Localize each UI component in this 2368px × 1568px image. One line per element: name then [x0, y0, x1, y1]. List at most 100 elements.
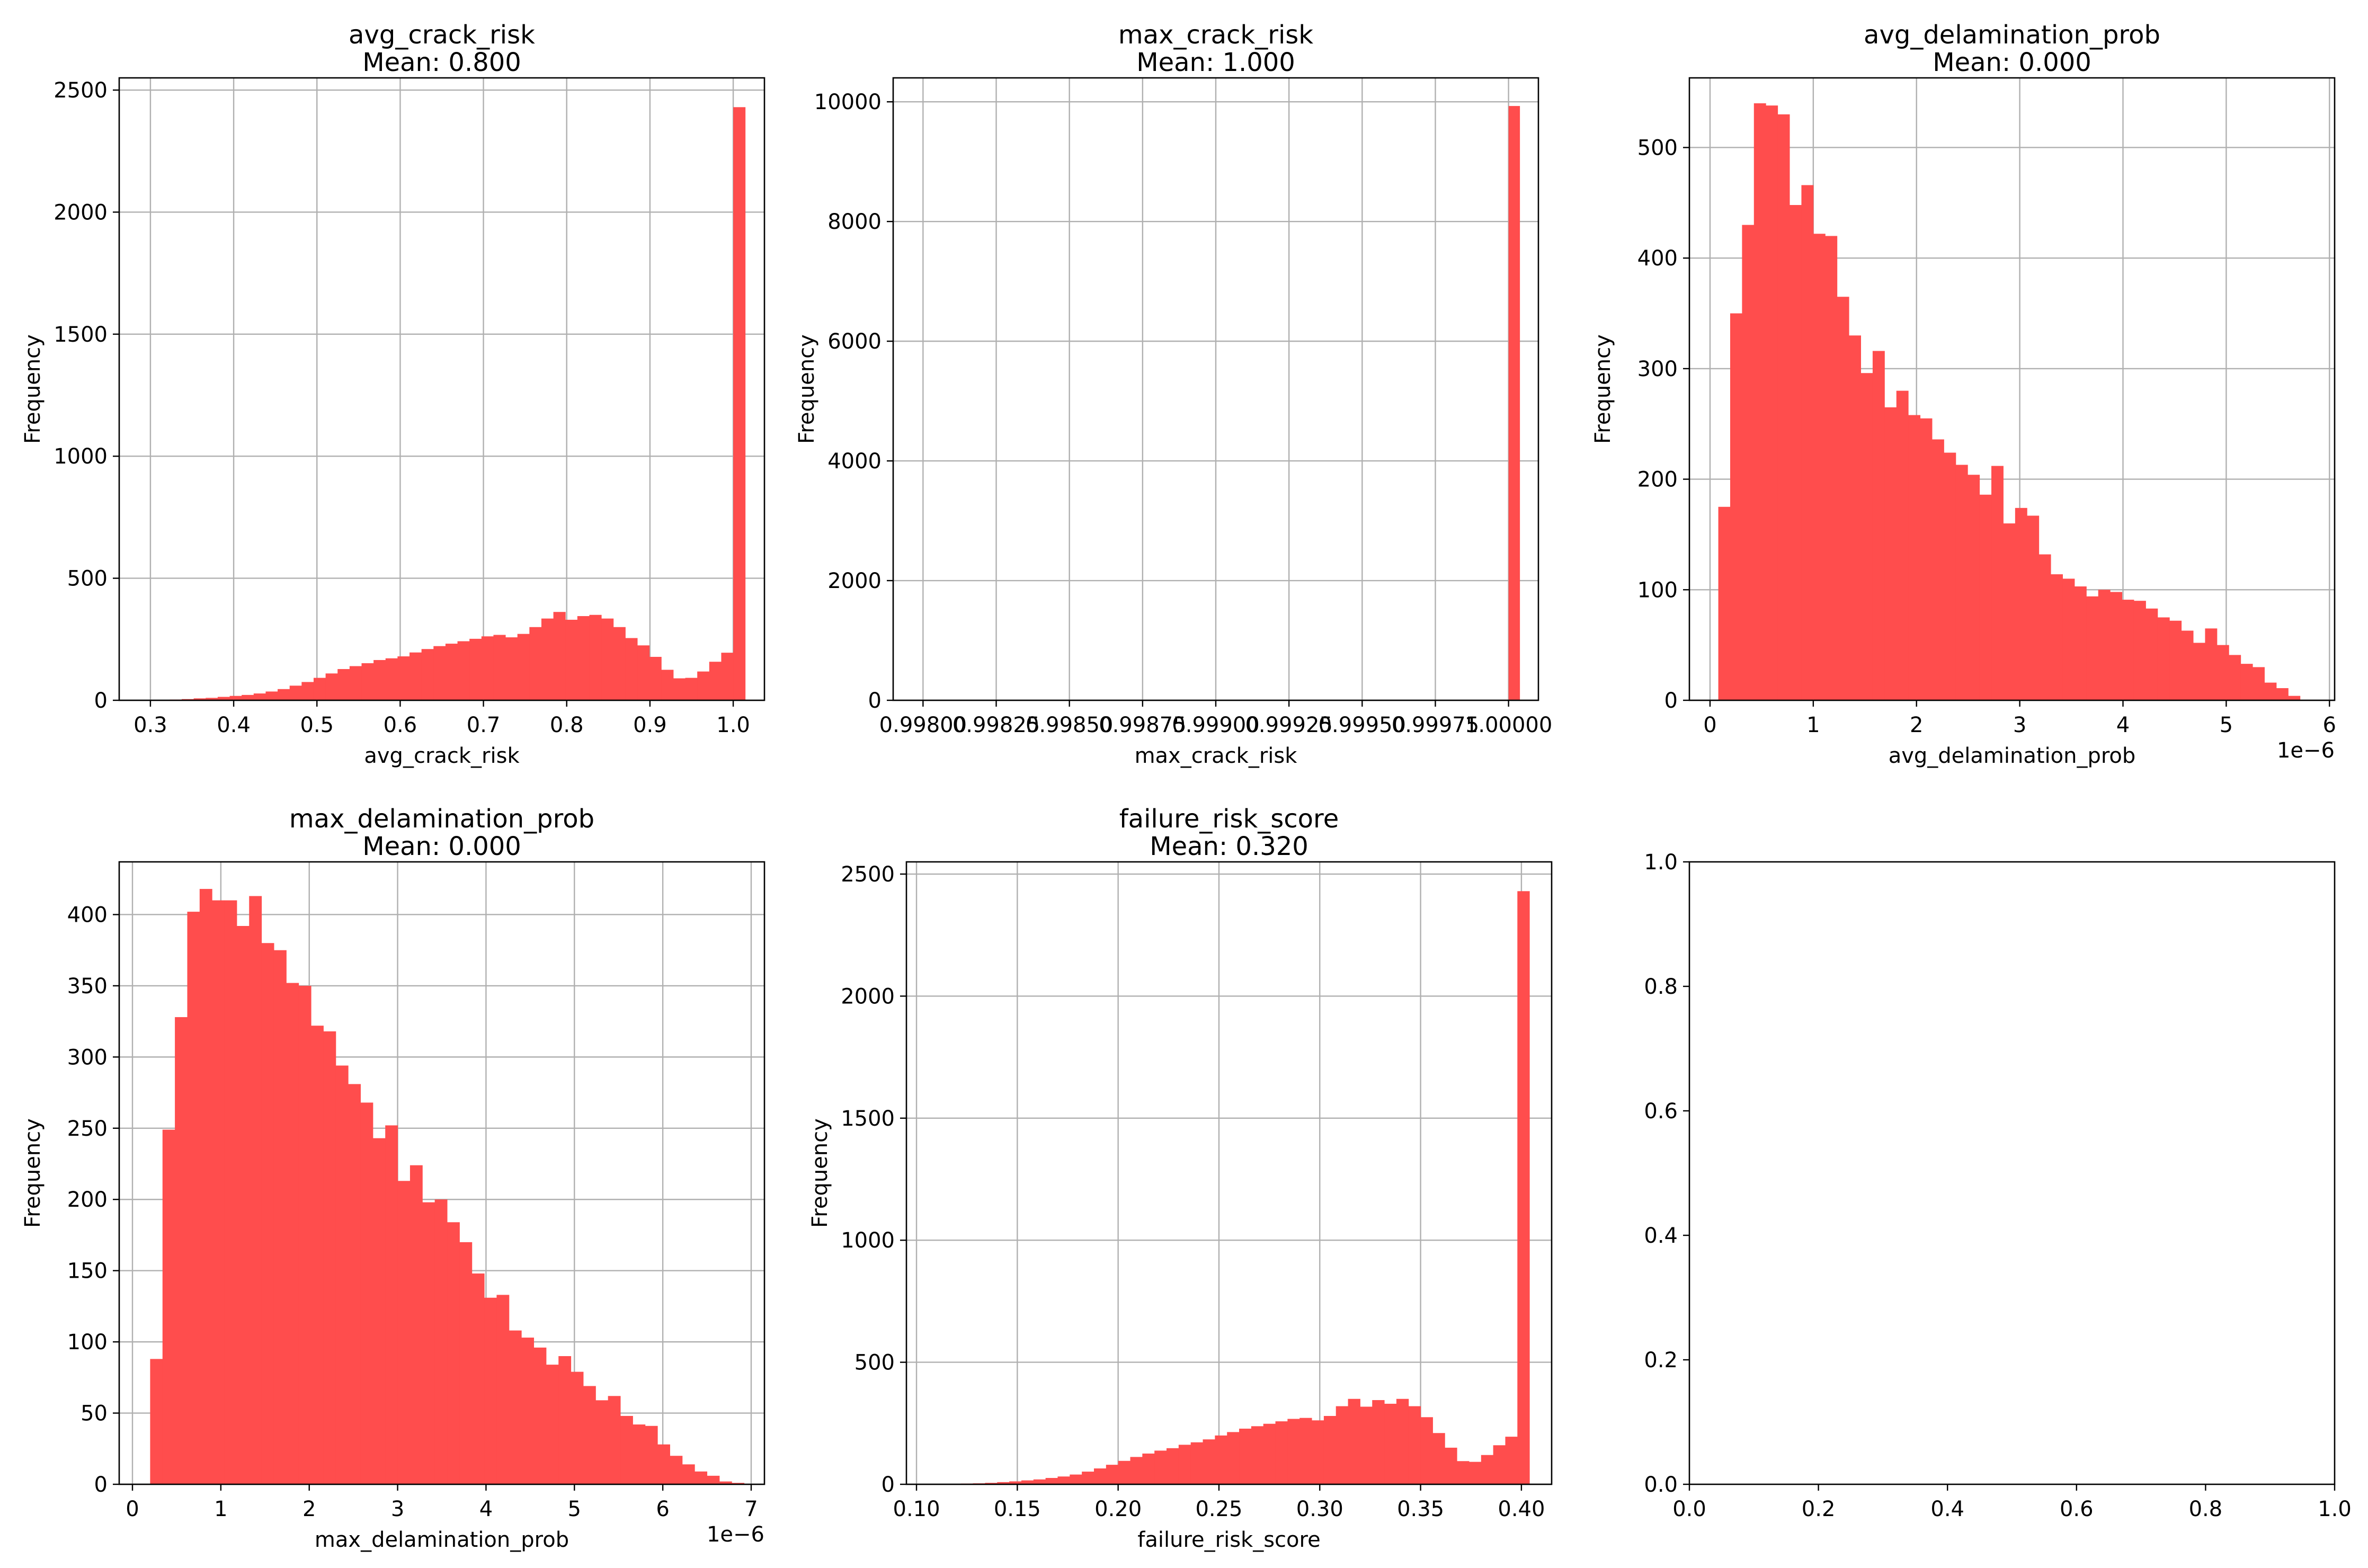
histogram-bar [1070, 1474, 1082, 1484]
y-tick-label: 400 [1637, 246, 1678, 271]
histogram-bar [709, 662, 722, 700]
x-tick-label: 0.4 [1930, 1497, 1964, 1521]
histogram-bar [558, 1356, 572, 1484]
histogram-bar [1481, 1455, 1494, 1484]
y-tick-label: 300 [67, 1045, 108, 1070]
y-tick-label: 0.2 [1644, 1348, 1678, 1373]
histogram-bar [1742, 225, 1755, 700]
y-tick-label: 0 [94, 1473, 108, 1497]
histogram-bar [289, 685, 302, 700]
histogram-bar [447, 1222, 460, 1484]
x-tick-label: 0.99900 [1172, 713, 1259, 737]
y-tick-label: 200 [67, 1188, 108, 1212]
y-axis-label: Frequency [808, 1118, 832, 1228]
histogram-bar [373, 660, 386, 700]
histogram-bar [2240, 664, 2253, 700]
histogram-bar [589, 614, 602, 700]
histogram-bar [298, 985, 311, 1484]
histogram-bar [325, 673, 338, 700]
x-tick-label: 6 [2323, 713, 2336, 737]
chart-panel: 0 1 2 3 4 5 6 7 0 50 100 150 200 250 300 350 400 max_dela… [21, 804, 765, 1552]
histogram-bar [1718, 506, 1731, 700]
x-tick-label: 0.99850 [1026, 713, 1113, 737]
x-tick-label: 0.35 [1397, 1497, 1444, 1521]
histogram-bar [1872, 351, 1885, 700]
x-tick-label: 0.15 [994, 1497, 1041, 1521]
chart-title: max_crack_risk [1118, 20, 1313, 50]
y-tick-label: 1500 [841, 1107, 895, 1131]
y-tick-label: 50 [81, 1402, 108, 1426]
y-tick-label: 1000 [841, 1228, 895, 1253]
histogram-bar [1884, 407, 1897, 700]
x-tick-label: 5 [2220, 713, 2233, 737]
histogram-bar [529, 627, 542, 700]
histogram-bar [150, 1359, 163, 1484]
histogram-bar [1860, 373, 1873, 700]
histogram-bar [175, 1017, 188, 1484]
histogram-bar [2193, 643, 2205, 700]
histogram-bar [193, 698, 206, 700]
histogram-bar [206, 698, 218, 700]
histogram-bar [2146, 608, 2158, 700]
x-tick-label: 0.5 [300, 713, 334, 737]
histogram-bar [1287, 1419, 1300, 1484]
y-tick-label: 2500 [841, 862, 895, 887]
y-tick-label: 300 [1637, 357, 1678, 381]
histogram-bar [517, 634, 530, 700]
histogram-bar [613, 627, 626, 700]
x-tick-label: 0.25 [1195, 1497, 1242, 1521]
histogram-bar [637, 645, 650, 700]
histogram-bar [471, 1273, 485, 1484]
histogram-bar [1517, 891, 1530, 1484]
x-tick-label: 6 [656, 1497, 669, 1521]
histogram-bar [2027, 515, 2040, 700]
histogram-bar [1227, 1432, 1240, 1484]
histogram-bar [2157, 617, 2170, 700]
x-tick-label: 3 [391, 1497, 404, 1521]
histogram-bar [732, 1483, 745, 1484]
y-tick-label: 2000 [841, 984, 895, 1009]
histogram-bar [649, 656, 662, 700]
histogram-bar [1766, 105, 1778, 701]
histogram-bar [521, 1338, 535, 1484]
histogram-bar [645, 1426, 658, 1484]
histogram-bar [469, 638, 482, 700]
histogram-bar [997, 1482, 1010, 1484]
histogram-bar [493, 635, 506, 700]
histogram-bar [385, 1125, 398, 1484]
histogram-bar [372, 1138, 386, 1484]
histogram-bar [484, 1297, 497, 1484]
histogram-bar [335, 1065, 349, 1484]
histogram-bar [2062, 578, 2075, 700]
histogram-bar [1908, 415, 1921, 700]
x-tick-label: 7 [744, 1497, 758, 1521]
histogram-bar [682, 1464, 695, 1484]
y-tick-label: 2000 [827, 569, 882, 593]
histogram-bar [409, 1165, 423, 1484]
y-tick-label: 0 [882, 1473, 895, 1497]
histogram-bar [301, 682, 314, 700]
histogram-bar [1167, 1448, 1179, 1484]
x-tick-label: 0.3 [133, 713, 167, 737]
histogram-bar [1813, 234, 1826, 701]
histogram-bar [1106, 1465, 1119, 1484]
histogram-bar [433, 646, 446, 700]
histogram-bar [1118, 1460, 1130, 1484]
histogram-bar [1312, 1420, 1324, 1484]
y-tick-label: 0 [868, 689, 882, 713]
x-tick-label: 0.6 [2060, 1497, 2094, 1521]
histogram-bar [1239, 1428, 1252, 1484]
y-tick-label: 500 [1637, 136, 1678, 160]
y-tick-label: 1500 [54, 323, 108, 347]
histogram-bar [1154, 1450, 1167, 1484]
histogram-bar [236, 925, 250, 1484]
histogram-bar [1837, 297, 1849, 700]
histogram-bar [337, 669, 350, 700]
histogram-bar [2003, 523, 2016, 700]
x-axis-label: avg_delamination_prob [1889, 744, 2136, 768]
y-tick-label: 6000 [827, 329, 882, 354]
y-tick-label: 2500 [54, 78, 108, 103]
histogram-bar [1384, 1403, 1397, 1484]
y-tick-label: 0.8 [1644, 975, 1678, 999]
histogram-bar [1753, 103, 1766, 701]
